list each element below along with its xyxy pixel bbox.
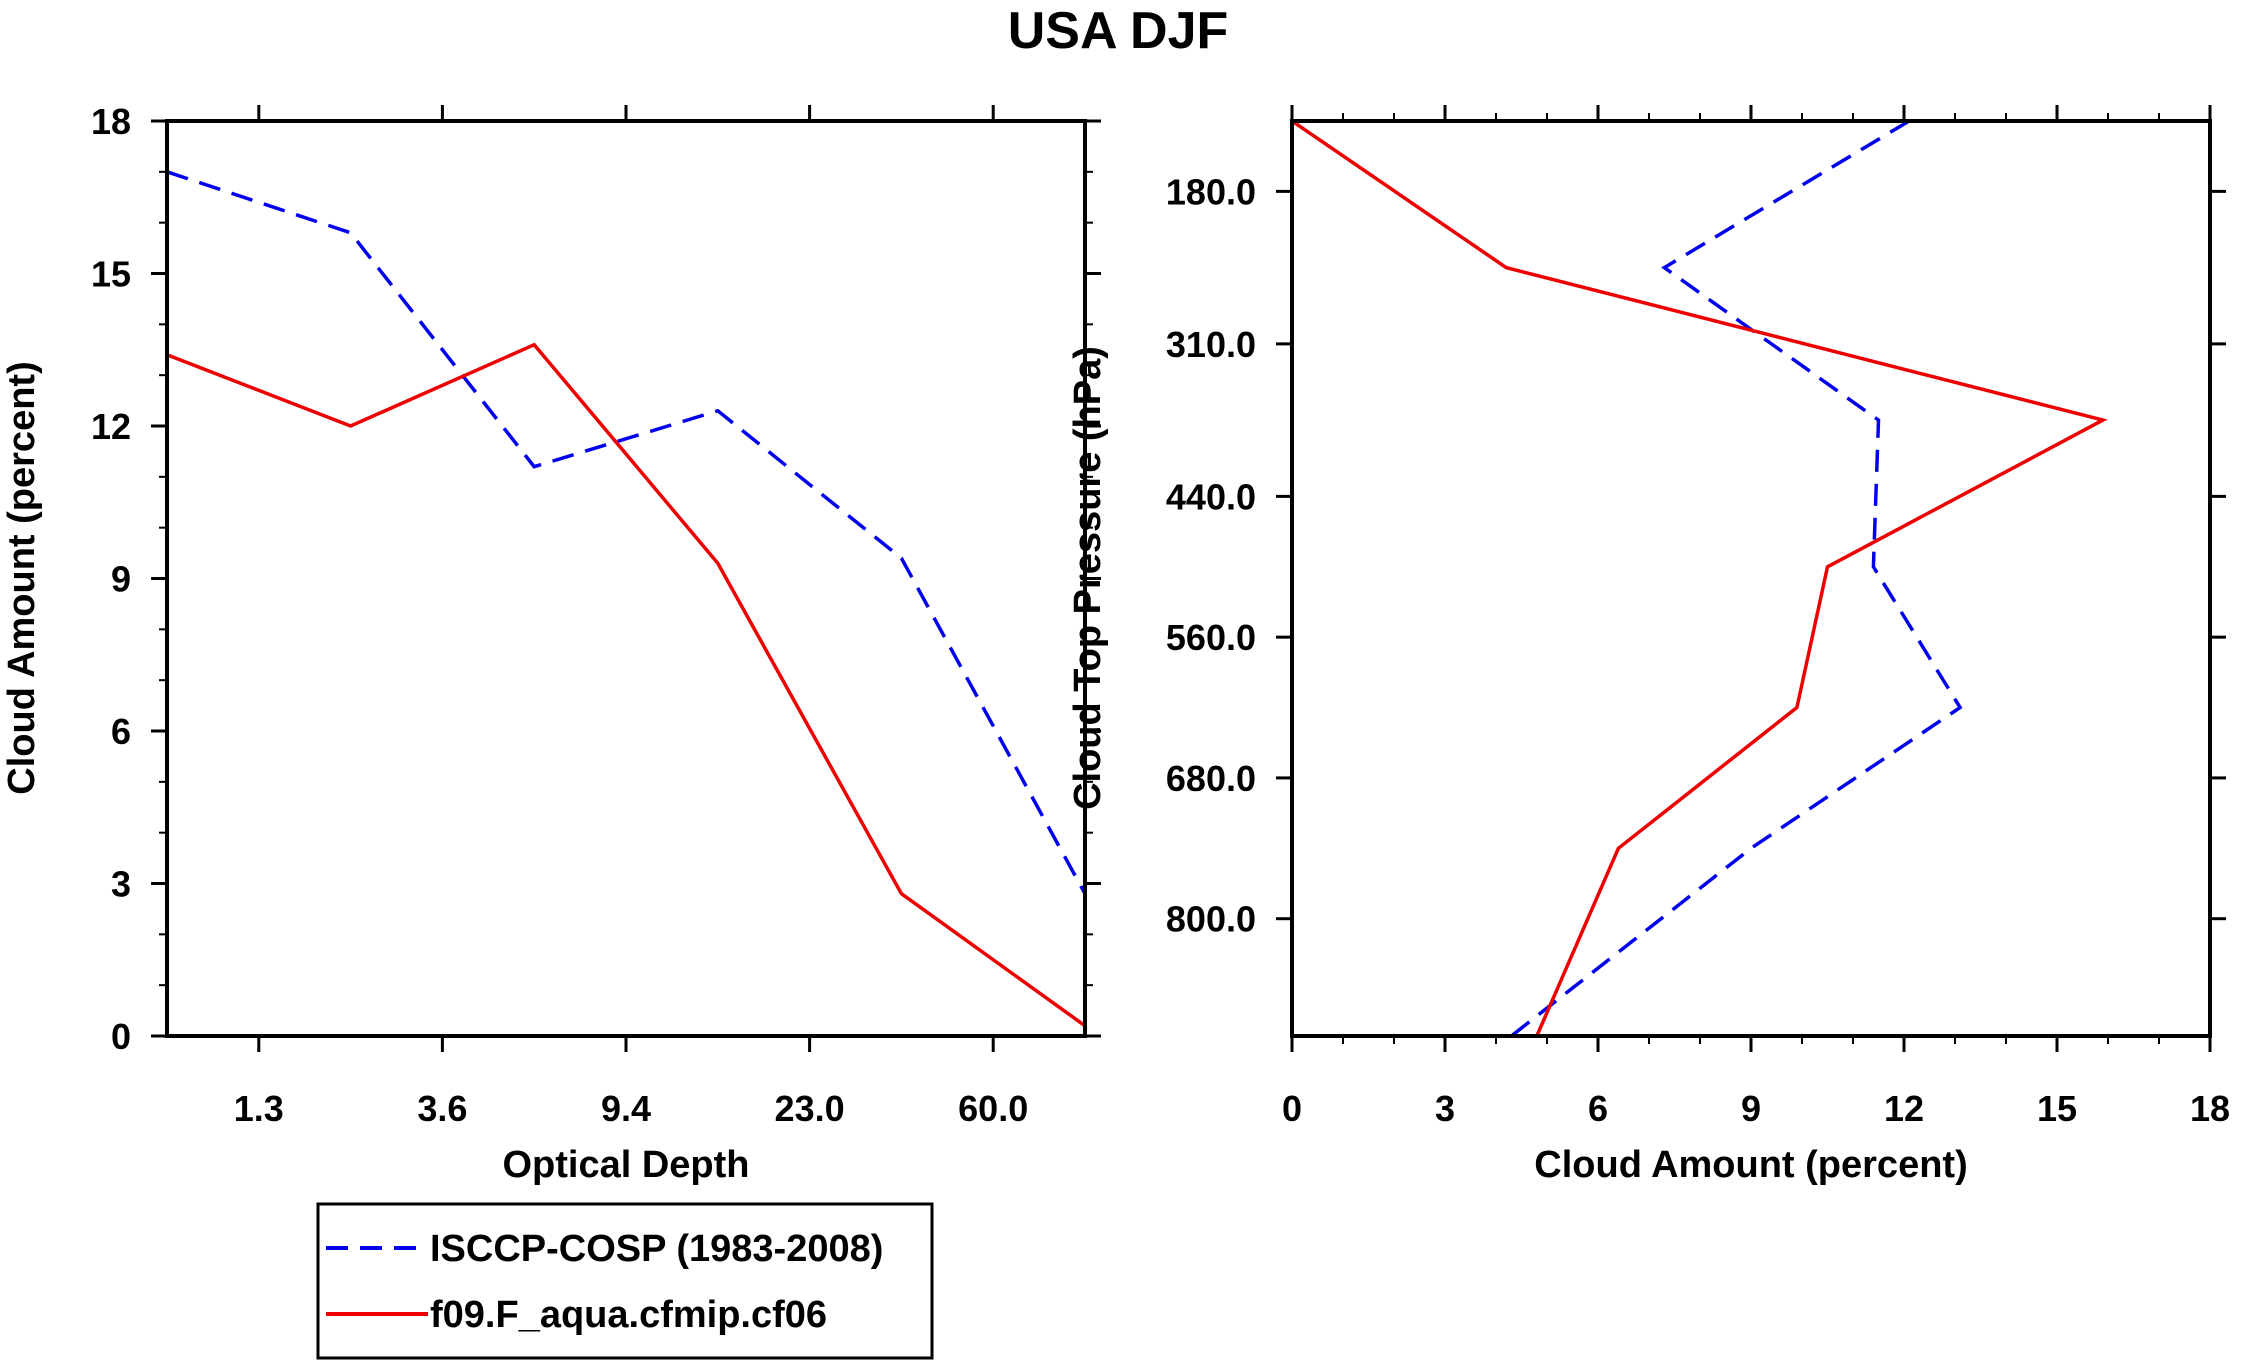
legend: ISCCP-COSP (1983-2008) f09.F_aqua.cfmip.… [316,1202,934,1360]
right-y-axis-label: Cloud Top Pressure (hPa) [1067,346,1109,810]
left-y-tick-label: 0 [111,1016,131,1057]
right-y-tick-label: 800.0 [1166,899,1256,940]
left-y-tick-label: 9 [111,559,131,600]
left-plot-frame [165,119,1087,1038]
optical-depth-panel: 0 3 6 9 12 15 18 1.3 3.6 9.4 23.0 60.0 Optical Dept… [1,101,1101,1186]
left-x-axis-label: Optical Depth [502,1144,749,1186]
right-x-tick-label: 6 [1588,1088,1608,1129]
right-x-tick-label: 18 [2190,1088,2230,1129]
left-tick-labels: 0 3 6 9 12 15 18 1.3 3.6 9.4 23.0 60.0 [91,101,1028,1129]
right-x-tick-label: 12 [1884,1088,1924,1129]
left-y-axis-label: Cloud Amount (percent) [1,361,43,794]
left-x-tick-label: 3.6 [417,1088,467,1129]
right-x-tick-label: 9 [1741,1088,1761,1129]
right-data-lines [1291,119,2108,1038]
right-tick-labels: 0 3 6 9 12 15 18 180.0 310.0 440.0 560.0 680.0 800.0 [1166,171,2230,1129]
left-y-tick-label: 12 [91,406,131,447]
right-y-tick-label: 310.0 [1166,324,1256,365]
right-y-tick-label: 180.0 [1166,171,1256,212]
legend-label-isccp: ISCCP-COSP (1983-2008) [430,1228,883,1270]
legend-label-model: f09.F_aqua.cfmip.cf06 [430,1294,827,1336]
right-series-line-isccp [1510,119,1963,1038]
right-axis-ticks [1276,105,2226,1052]
right-y-tick-label: 440.0 [1166,476,1256,517]
legend-box [316,1202,934,1360]
left-x-tick-label: 9.4 [601,1088,651,1129]
left-axis-ticks [151,105,1101,1052]
right-y-tick-label: 560.0 [1166,617,1256,658]
left-x-tick-label: 1.3 [234,1088,284,1129]
left-y-tick-label: 3 [111,864,131,905]
left-x-tick-label: 23.0 [775,1088,845,1129]
left-series-line-model [166,342,1087,1028]
figure-title: USA DJF [1008,2,1229,60]
cloud-top-pressure-panel: 0 3 6 9 12 15 18 180.0 310.0 440.0 560.0 680.0 800.0… [1067,105,2230,1186]
right-x-tick-label: 3 [1435,1088,1455,1129]
left-data-lines [166,170,1087,1028]
left-y-tick-label: 6 [111,711,131,752]
right-x-tick-label: 0 [1282,1088,1302,1129]
right-plot-frame [1290,119,2212,1038]
right-series-line-model [1291,119,2108,1037]
left-series-line-isccp [166,170,1087,895]
right-x-tick-label: 15 [2037,1088,2077,1129]
left-y-tick-label: 15 [91,254,131,295]
right-y-tick-label: 680.0 [1166,758,1256,799]
right-x-axis-label: Cloud Amount (percent) [1534,1144,1967,1186]
left-y-tick-label: 18 [91,101,131,142]
left-x-tick-label: 60.0 [958,1088,1028,1129]
